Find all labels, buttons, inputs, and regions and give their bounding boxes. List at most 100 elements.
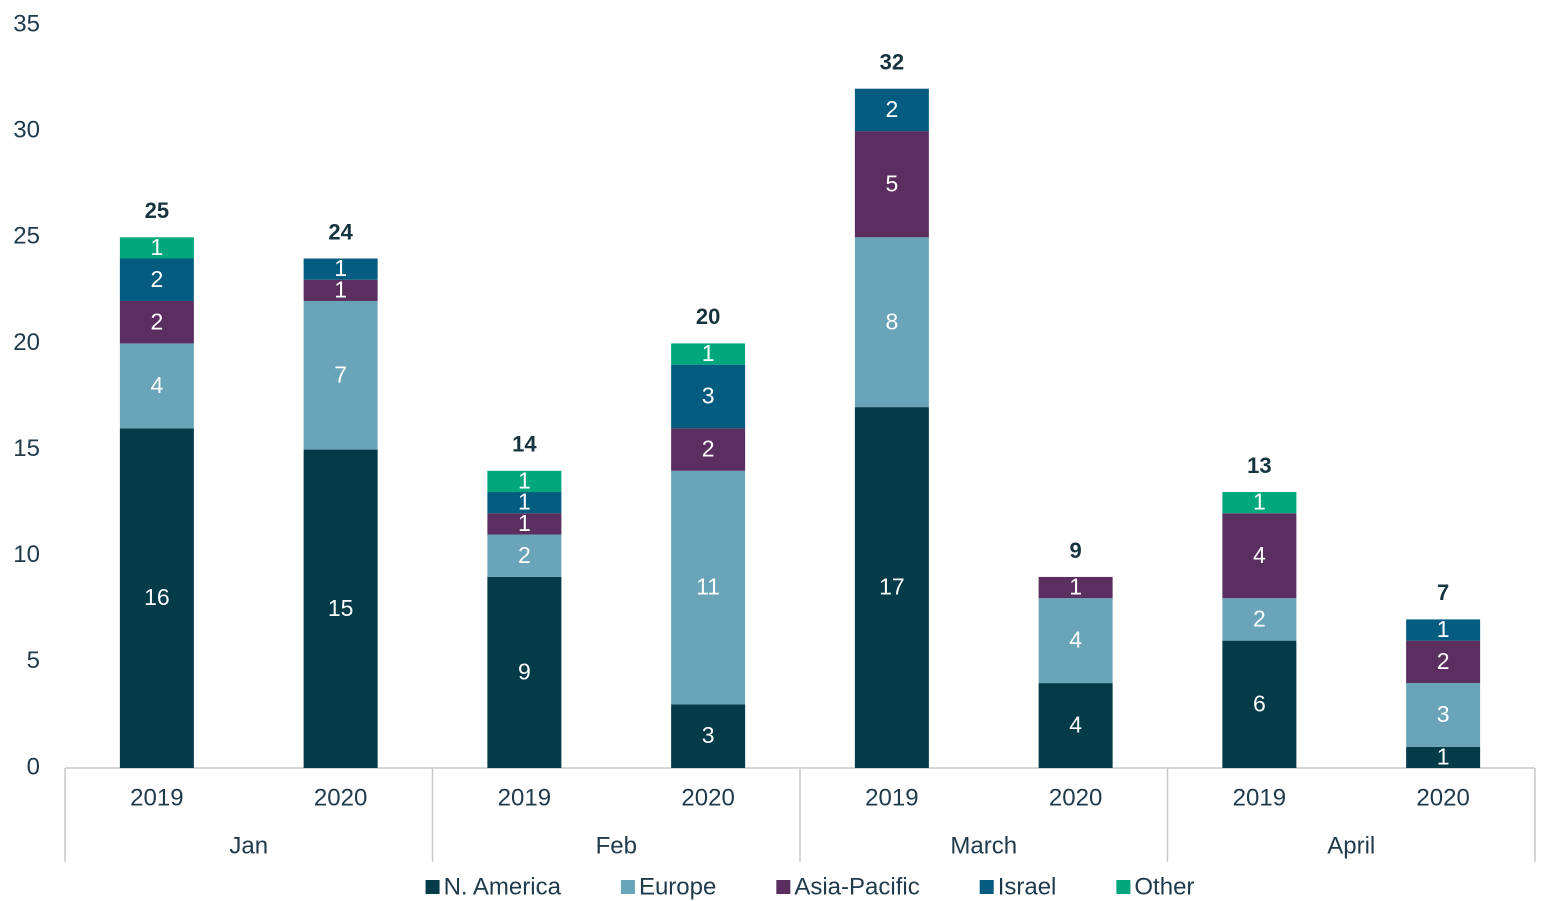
group-label: April: [1327, 832, 1375, 859]
bar-segment: [487, 534, 562, 577]
data-label: 2: [150, 308, 163, 334]
x-tick-label: 2020: [1049, 784, 1102, 811]
legend-marker: [620, 880, 635, 894]
data-label: 5: [885, 170, 898, 196]
data-label: 1: [518, 467, 531, 493]
data-label: 1: [702, 340, 715, 366]
legend-label: Europe: [639, 873, 716, 900]
bar-segment: [1222, 492, 1297, 514]
bar-segment: [854, 237, 929, 408]
bar-segment: [303, 279, 378, 301]
legend-label: Asia-Pacific: [794, 873, 919, 900]
data-label: 4: [1069, 712, 1082, 738]
legend-label: N. America: [444, 873, 562, 900]
total-label: 20: [696, 304, 720, 329]
data-label: 3: [702, 383, 715, 409]
bar-segment: [854, 88, 929, 132]
x-tick-label: 2019: [1233, 784, 1286, 811]
bar-segment: [1222, 640, 1297, 768]
bar-segment: [487, 576, 562, 768]
x-tick-label: 2020: [314, 784, 367, 811]
total-label: 7: [1437, 580, 1449, 605]
data-label: 4: [1069, 627, 1082, 653]
data-label: 9: [518, 659, 531, 685]
group-label: Jan: [229, 832, 268, 859]
data-label: 1: [334, 255, 347, 281]
data-label: 3: [1437, 701, 1450, 727]
group-label: March: [950, 832, 1017, 859]
bar-segment: [119, 258, 194, 301]
bar-segment: [854, 131, 929, 238]
data-label: 2: [885, 96, 898, 122]
bar-segment: [119, 237, 194, 259]
data-label: 6: [1253, 690, 1266, 716]
x-tick-label: 2019: [130, 784, 183, 811]
y-tick-label: 35: [13, 10, 40, 37]
legend-label: Israel: [998, 873, 1057, 900]
data-label: 11: [696, 574, 720, 600]
legend-marker: [776, 880, 791, 894]
bar-segment: [1038, 683, 1113, 768]
bar-segment: [119, 428, 194, 768]
total-label: 24: [328, 219, 353, 244]
bar-segment: [1222, 513, 1297, 599]
data-label: 1: [1253, 489, 1266, 515]
data-label: 4: [1253, 542, 1266, 568]
data-label: 2: [150, 266, 163, 292]
bar-segment: [119, 343, 194, 429]
bar-segment: [303, 258, 378, 280]
x-tick-label: 2020: [1416, 784, 1469, 811]
x-tick-label: 2020: [681, 784, 734, 811]
data-label: 1: [334, 276, 347, 302]
data-label: 1: [1069, 574, 1082, 600]
data-label: 1: [518, 489, 531, 515]
legend-marker: [1116, 880, 1131, 894]
bar-segment: [671, 364, 746, 429]
bar-segment: [1038, 598, 1113, 684]
total-label: 13: [1247, 453, 1271, 478]
bar-segment: [1406, 640, 1481, 684]
bar-segment: [671, 470, 746, 705]
y-tick-label: 10: [13, 541, 40, 568]
bar-segment: [487, 470, 562, 493]
data-label: 1: [1437, 616, 1450, 642]
data-label: 2: [1253, 605, 1266, 631]
bar-segment: [671, 343, 746, 365]
data-label: 8: [885, 308, 898, 334]
data-label: 4: [150, 372, 163, 398]
legend-label: Other: [1134, 873, 1194, 900]
total-label: 25: [145, 198, 169, 223]
bar-segment: [1406, 619, 1481, 641]
data-label: 15: [328, 595, 354, 621]
data-label: 2: [1437, 648, 1450, 674]
data-label: 17: [879, 574, 905, 600]
x-tick-label: 2019: [865, 784, 918, 811]
data-label: 1: [150, 234, 163, 260]
bar-segment: [119, 300, 194, 344]
total-label: 32: [880, 49, 904, 74]
data-label: 1: [1437, 743, 1450, 769]
group-label: Feb: [596, 832, 637, 859]
bar-segment: [1222, 598, 1297, 641]
legend-marker: [425, 880, 440, 894]
data-label: 2: [518, 542, 531, 568]
legend-marker: [979, 880, 994, 894]
bar-segment: [854, 407, 929, 768]
bar-segment: [303, 449, 378, 768]
y-tick-label: 25: [13, 223, 40, 250]
bar-segment: [671, 428, 746, 471]
bar-segment: [671, 704, 746, 768]
y-tick-label: 20: [13, 329, 40, 356]
total-label: 9: [1070, 538, 1082, 563]
data-label: 16: [144, 584, 170, 610]
y-tick-label: 15: [13, 435, 40, 462]
y-tick-label: 5: [27, 647, 40, 674]
bar-segment: [1038, 576, 1113, 599]
bar-segment: [487, 492, 562, 514]
data-label: 7: [334, 361, 347, 387]
data-label: 2: [702, 436, 715, 462]
data-label: 3: [702, 722, 715, 748]
y-tick-label: 30: [13, 116, 40, 143]
